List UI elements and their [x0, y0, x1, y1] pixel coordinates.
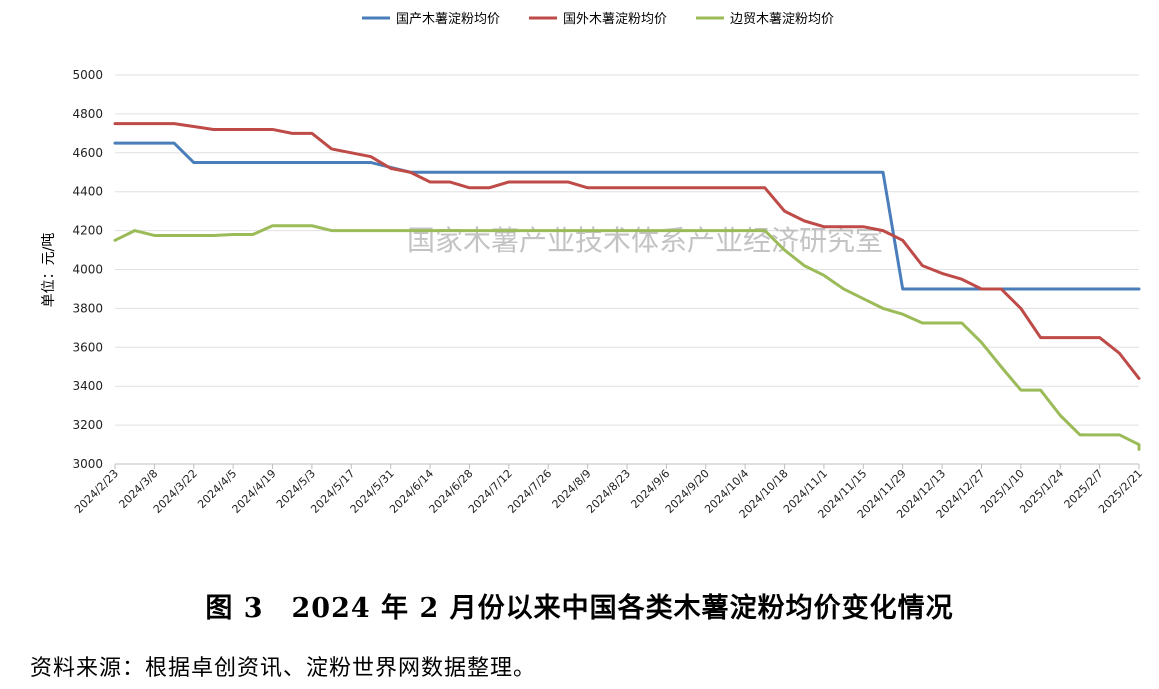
data-source-note: 资料来源：根据卓创资讯、淀粉世界网数据整理。: [30, 656, 537, 681]
series-lines: [113, 122, 1141, 451]
watermark: 国家木薯产业技术体系产业经济研究室: [407, 224, 883, 257]
x-tick-label: 2024/2/23: [72, 467, 121, 516]
y-tick-label: 4200: [72, 224, 103, 238]
y-tick-label: 3400: [72, 379, 103, 393]
y-tick-label: 5000: [72, 68, 103, 82]
legend-label: 国产木薯淀粉均价: [396, 12, 500, 27]
figure-caption: 图 3 2024 年 2 月份以来中国各类木薯淀粉均价变化情况: [205, 593, 954, 624]
y-tick-label: 3000: [72, 457, 103, 471]
grid-lines: [115, 74, 1139, 465]
legend-label: 边贸木薯淀粉均价: [730, 12, 834, 27]
legend-label: 国外木薯淀粉均价: [563, 12, 667, 27]
y-tick-label: 3200: [72, 418, 103, 432]
y-tick-label: 3800: [72, 301, 103, 315]
line-chart: 3000 3200 3400 3600 3800 4000 4200 4400 4600 4800…: [41, 12, 1145, 521]
y-tick-label: 4800: [72, 107, 103, 121]
y-tick-label: 3600: [72, 340, 103, 354]
y-axis-label: 单位：元/吨: [41, 233, 57, 308]
series-line-1: [113, 141, 1141, 291]
y-axis: 3000 3200 3400 3600 3800 4000 4200 4400 4600 4800…: [72, 68, 103, 471]
legend: 国产木薯淀粉均价 国外木薯淀粉均价 边贸木薯淀粉均价: [362, 12, 834, 27]
y-tick-label: 4000: [72, 263, 103, 277]
y-tick-label: 4600: [72, 146, 103, 160]
series-line-3: [113, 224, 1141, 451]
y-tick-label: 4400: [72, 185, 103, 199]
series-line-2: [113, 122, 1141, 380]
x-axis: 2024/2/232024/3/82024/3/222024/4/52024/4…: [72, 464, 1145, 521]
